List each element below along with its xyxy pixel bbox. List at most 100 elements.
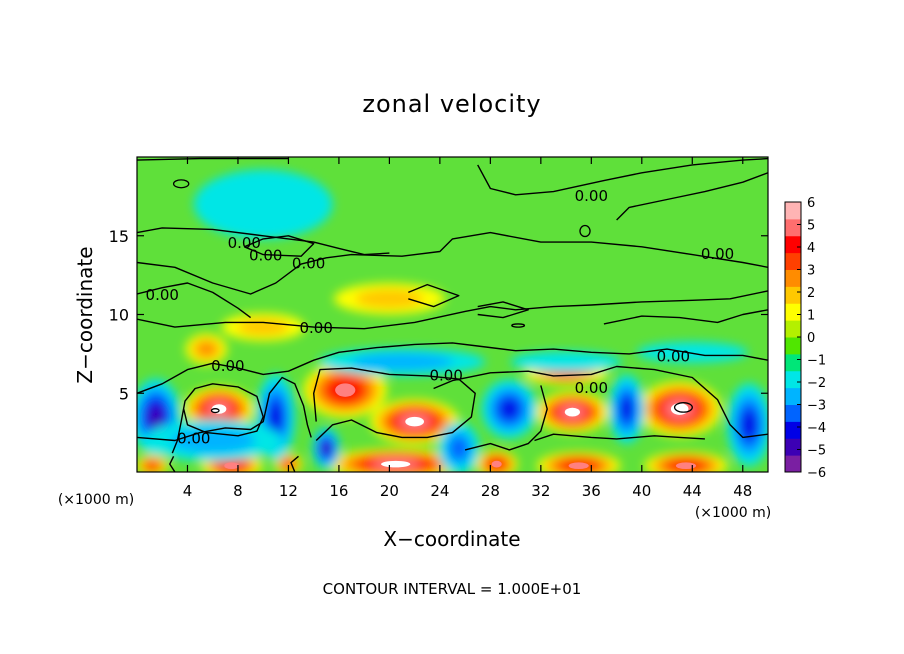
field-negative-23-ring-1: [170, 427, 256, 454]
colorbar-segment-12: [785, 252, 801, 270]
contour-line-8: [137, 342, 768, 394]
contour-label-0: 0.00: [228, 234, 261, 252]
colorbar-tick-label-2: 4: [807, 241, 815, 256]
y-tick-label-1: 10: [109, 306, 129, 325]
contour-line-12: [534, 433, 705, 442]
colorbar-tick-label-12: −6: [807, 466, 826, 481]
colorbar-tick-label-0: 6: [807, 196, 815, 211]
x-tick-label-2: 12: [279, 482, 298, 500]
colorbar-segment-4: [785, 387, 801, 405]
velocity-field: [137, 169, 768, 472]
field-positive-12-ring-2: [197, 342, 216, 357]
contour-label-7: 0.00: [429, 366, 462, 384]
contour-line-2: [616, 172, 768, 221]
contour-line-7: [603, 309, 768, 325]
contour-label-8: 0.00: [575, 379, 608, 397]
colorbar-segment-13: [785, 235, 801, 254]
chart-title: zonal velocity: [362, 90, 541, 118]
colorbar-segment-0: [785, 455, 801, 473]
field-negative-27-ring-0: [193, 169, 333, 239]
contour-line-5: [137, 282, 252, 319]
colorbar-segment-10: [785, 286, 801, 304]
field-negative-20-ring-3: [741, 410, 757, 440]
contour-loop-0: [172, 179, 190, 189]
colorbar-segment-9: [785, 303, 801, 321]
contour-line-9: [137, 376, 312, 442]
field-negative-24-ring-1: [350, 353, 454, 371]
field-positive-5-ring-6: [381, 460, 411, 468]
field-positive-2-ring-6: [405, 416, 424, 427]
x-tick-label-4: 20: [380, 482, 399, 500]
field-positive-6-ring-5: [224, 462, 240, 470]
field-positive-0-ring-6: [211, 404, 227, 414]
colorbar-segment-1: [785, 438, 801, 456]
contour-line-0: [137, 157, 289, 161]
contour-line-16: [290, 455, 299, 472]
contour-loop-2: [579, 224, 591, 238]
contour-line-18: [477, 301, 529, 319]
contour-line-13: [464, 385, 548, 451]
contour-line-19: [244, 235, 315, 257]
contour-label-10: 0.00: [701, 245, 734, 263]
field-negative-22-ring-2: [449, 436, 469, 460]
field-positive-7-ring-5: [491, 460, 502, 468]
field-positive-9-ring-5: [675, 462, 697, 470]
contour-line-6: [137, 290, 768, 330]
field-positive-3-ring-6: [564, 407, 580, 417]
contour-line-14: [171, 383, 264, 454]
x-tick-label-9: 40: [632, 482, 651, 500]
x-unit-left: (×1000 m): [58, 492, 134, 508]
x-tick-label-1: 8: [233, 482, 243, 500]
colorbar-tick-label-1: 5: [807, 219, 815, 234]
field-negative-26-ring-0: [636, 341, 748, 363]
colorbar-segment-5: [785, 370, 801, 389]
y-axis: 5 10 15: [109, 227, 768, 403]
x-axis-label: X−coordinate: [383, 527, 520, 551]
contour-line-4: [137, 231, 768, 295]
colorbar-segment-6: [785, 353, 801, 372]
contour-line-11: [433, 365, 768, 439]
field-smooth: [137, 169, 768, 472]
field-negative-18-ring-3: [499, 398, 519, 420]
contour-label-6: 0.00: [177, 429, 210, 447]
contour-loop-3: [210, 408, 220, 414]
colorbar-segment-11: [785, 269, 801, 287]
field-negative-21-ring-4: [322, 442, 331, 455]
plot-area: 0.000.00 0.000.000.000.000.000.000.000.00…: [137, 157, 768, 472]
colorbar-segment-7: [785, 337, 801, 355]
contour-label-9: 0.00: [657, 347, 690, 365]
colorbar-tick-label-3: 3: [807, 264, 815, 279]
field-positive-11-ring-4: [147, 462, 157, 469]
contour-line-15: [169, 455, 176, 472]
x-tick-label-5: 24: [430, 482, 449, 500]
colorbar-tick-label-8: −2: [807, 376, 826, 391]
colorbar-segment-8: [785, 320, 801, 338]
contour-line-1: [477, 157, 768, 196]
contour-labels: 0.000.00 0.000.000.000.000.000.000.000.00…: [146, 187, 735, 448]
x-tick-label-3: 16: [329, 482, 348, 500]
colorbar-tick-label-11: −5: [807, 444, 826, 459]
x-tick-label-11: 48: [733, 482, 752, 500]
field-positive-14-ring-1: [237, 318, 289, 336]
colorbar-segment-2: [785, 421, 801, 439]
contour-line-10: [313, 367, 476, 442]
field-negative-16-ring-4: [148, 405, 164, 428]
colorbar-tick-label-5: 1: [807, 309, 815, 324]
x-axis: 4 8 12 16 20 24 28 32 36 40 44 48: [183, 157, 752, 500]
field-negative-19-ring-3: [620, 396, 633, 422]
colorbar-tick-label-6: 0: [807, 331, 815, 346]
field-negative-25-ring-0: [510, 351, 622, 373]
field-negative-17-ring-3: [269, 401, 283, 432]
contour-label-1: 0.00: [249, 247, 282, 265]
x-tick-label-10: 44: [683, 482, 702, 500]
zero-contours: [137, 157, 768, 472]
field-positive-1-ring-5: [335, 383, 356, 397]
contour-label-4: 0.00: [300, 319, 333, 337]
colorbar-tick-label-9: −3: [807, 399, 826, 414]
x-tick-label-0: 4: [183, 482, 193, 500]
contour-loop-1: [511, 323, 526, 328]
y-tick-label-2: 15: [109, 227, 129, 246]
colorbar-tick-label-7: −1: [807, 354, 826, 369]
x-tick-label-8: 36: [582, 482, 601, 500]
